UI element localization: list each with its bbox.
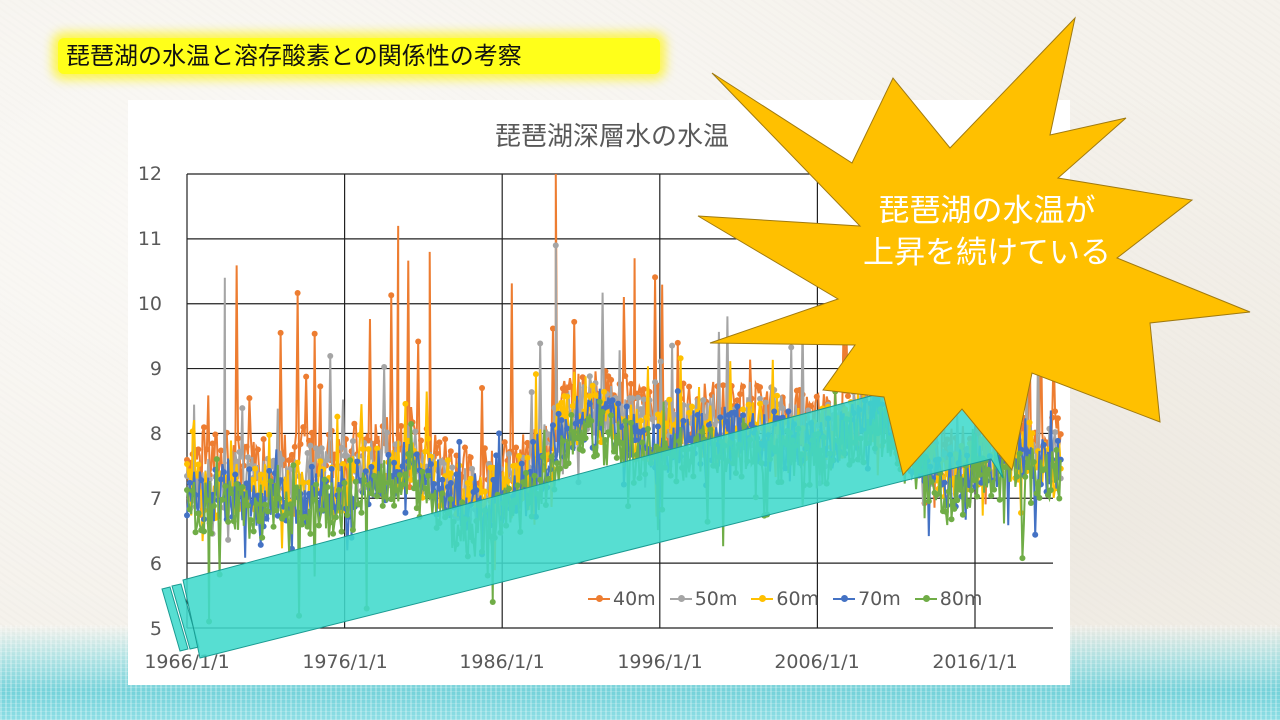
line-marker-icon bbox=[914, 595, 937, 602]
legend-item-60m: 60m bbox=[751, 588, 819, 610]
x-tick: 1986/1/1 bbox=[459, 651, 545, 673]
x-tick: 1966/1/1 bbox=[144, 651, 230, 673]
explosion-callout-shape bbox=[697, 16, 1251, 477]
chart-legend: 40m 50m 60m 70m 80m bbox=[588, 588, 982, 610]
slide-title: 琵琶湖の水温と溶存酸素との関係性の考察 bbox=[66, 42, 522, 70]
legend-label: 40m bbox=[613, 588, 656, 610]
callout-text: 琵琶湖の水温が 上昇を続けている bbox=[822, 190, 1152, 274]
line-marker-icon bbox=[669, 595, 692, 602]
legend-item-70m: 70m bbox=[833, 588, 901, 610]
legend-item-50m: 50m bbox=[669, 588, 738, 610]
line-marker-icon bbox=[833, 595, 856, 602]
y-tick: 9 bbox=[149, 358, 162, 380]
callout-line-1: 琵琶湖の水温が bbox=[878, 193, 1096, 229]
x-tick: 1996/1/1 bbox=[617, 651, 703, 673]
y-tick: 12 bbox=[137, 163, 162, 185]
legend-item-40m: 40m bbox=[588, 588, 656, 610]
y-tick: 8 bbox=[149, 423, 162, 445]
x-tick: 2006/1/1 bbox=[774, 651, 860, 673]
line-marker-icon bbox=[588, 595, 610, 602]
trend-arrow-body bbox=[182, 357, 1004, 659]
trend-arrow-stripe bbox=[161, 586, 189, 652]
y-tick: 11 bbox=[137, 228, 162, 250]
legend-label: 60m bbox=[776, 588, 820, 610]
y-tick: 5 bbox=[149, 618, 162, 640]
line-marker-icon bbox=[751, 595, 774, 602]
x-tick: 2016/1/1 bbox=[932, 651, 1018, 673]
title-highlight bbox=[58, 38, 660, 74]
legend-label: 50m bbox=[694, 588, 738, 610]
legend-label: 80m bbox=[939, 588, 983, 610]
callout-line-2: 上昇を続けている bbox=[863, 235, 1111, 271]
chart-title: 琵琶湖深層水の水温 bbox=[495, 122, 730, 152]
y-tick: 6 bbox=[149, 553, 162, 575]
x-tick: 1976/1/1 bbox=[302, 651, 388, 673]
trend-arrow bbox=[161, 357, 1004, 659]
legend-item-80m: 80m bbox=[914, 588, 983, 610]
legend-label: 70m bbox=[858, 588, 901, 610]
y-tick: 7 bbox=[149, 488, 162, 510]
y-tick: 10 bbox=[137, 293, 162, 315]
